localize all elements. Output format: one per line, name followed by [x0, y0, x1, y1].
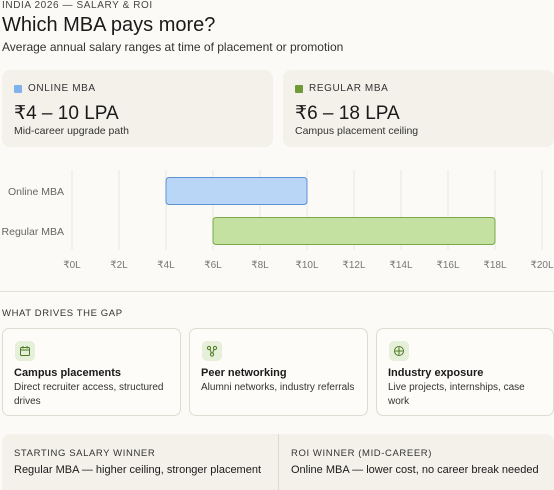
online-mba-swatch: [14, 84, 22, 93]
online-mba-note: Mid-career upgrade path: [14, 125, 129, 137]
driver-card-peer-networking: Peer networking Alumni networks, industr…: [189, 328, 368, 416]
driver-title: Campus placements: [14, 367, 121, 379]
online-mba-stat-label: ONLINE MBA: [14, 83, 96, 94]
category-label: Online MBA: [8, 186, 64, 198]
calendar-icon: [15, 341, 35, 361]
winner-summary-strip: STARTING SALARY WINNER Regular MBA — hig…: [2, 434, 554, 490]
range-bar-online-mba: [165, 177, 308, 205]
category-label: Regular MBA: [2, 226, 64, 238]
x-tick-label: ₹2L: [110, 260, 128, 271]
x-tick-label: ₹14L: [389, 260, 412, 271]
globe-icon: [389, 341, 409, 361]
regular-mba-note: Campus placement ceiling: [295, 125, 419, 137]
chart-x-tick-labels: ₹0L ₹2L ₹4L ₹6L ₹8L ₹10L ₹12L ₹14L ₹16L ₹18L ₹20L: [63, 260, 554, 271]
regular-mba-stat-card: REGULAR MBA ₹6 – 18 LPA Campus placement…: [283, 70, 554, 147]
chart-category-labels: Online MBA Regular MBA: [2, 186, 64, 238]
online-mba-salary-range: ₹4 – 10 LPA: [14, 103, 119, 124]
x-tick-label: ₹16L: [436, 260, 459, 271]
eyebrow: INDIA 2026 — SALARY & ROI: [2, 0, 153, 11]
roi-winner: ROI WINNER (MID-CAREER) Online MBA — low…: [278, 434, 554, 490]
x-tick-label: ₹20L: [530, 260, 553, 271]
online-mba-stat-card: ONLINE MBA ₹4 – 10 LPA Mid-career upgrad…: [2, 70, 273, 147]
x-tick-label: ₹8L: [251, 260, 269, 271]
page-subtitle: Average annual salary ranges at time of …: [2, 40, 344, 54]
salary-range-chart: Online MBA Regular MBA ₹0L ₹2L ₹4L ₹6L ₹8L ₹10…: [2, 170, 554, 271]
x-tick-label: ₹0L: [63, 260, 81, 271]
regular-mba-swatch: [295, 84, 303, 93]
page-title: Which MBA pays more?: [2, 14, 216, 36]
network-icon: [202, 341, 222, 361]
driver-title: Industry exposure: [388, 367, 484, 379]
x-tick-label: ₹12L: [342, 260, 365, 271]
starting-salary-winner: STARTING SALARY WINNER Regular MBA — hig…: [2, 434, 278, 490]
driver-card-campus-placements: Campus placements Direct recruiter acces…: [2, 328, 181, 416]
x-tick-label: ₹18L: [483, 260, 506, 271]
driver-description: Alumni networks, industry referrals: [201, 382, 355, 393]
winner-text: Regular MBA — higher ceiling, stronger p…: [14, 464, 262, 476]
driver-description: Direct recruiter access, structured driv…: [14, 382, 164, 407]
winner-text: Online MBA — lower cost, no career break…: [291, 464, 539, 476]
regular-mba-salary-range: ₹6 – 18 LPA: [295, 103, 400, 124]
x-tick-label: ₹10L: [295, 260, 318, 271]
regular-mba-label-text: REGULAR MBA: [309, 83, 389, 94]
regular-mba-stat-label: REGULAR MBA: [295, 83, 388, 94]
section-divider: [0, 291, 554, 292]
winner-label: ROI WINNER (MID-CAREER): [291, 448, 432, 459]
chart-bars: [165, 177, 496, 245]
drivers-section-title: WHAT DRIVES THE GAP: [2, 308, 123, 319]
driver-card-industry-exposure: Industry exposure Live projects, interns…: [376, 328, 554, 416]
online-mba-label-text: ONLINE MBA: [28, 83, 96, 94]
x-tick-label: ₹6L: [204, 260, 222, 271]
driver-title: Peer networking: [201, 367, 287, 379]
driver-description: Live projects, internships, case work: [388, 382, 525, 407]
winner-label: STARTING SALARY WINNER: [14, 448, 156, 459]
x-tick-label: ₹4L: [157, 260, 175, 271]
range-bar-regular-mba: [212, 217, 496, 245]
